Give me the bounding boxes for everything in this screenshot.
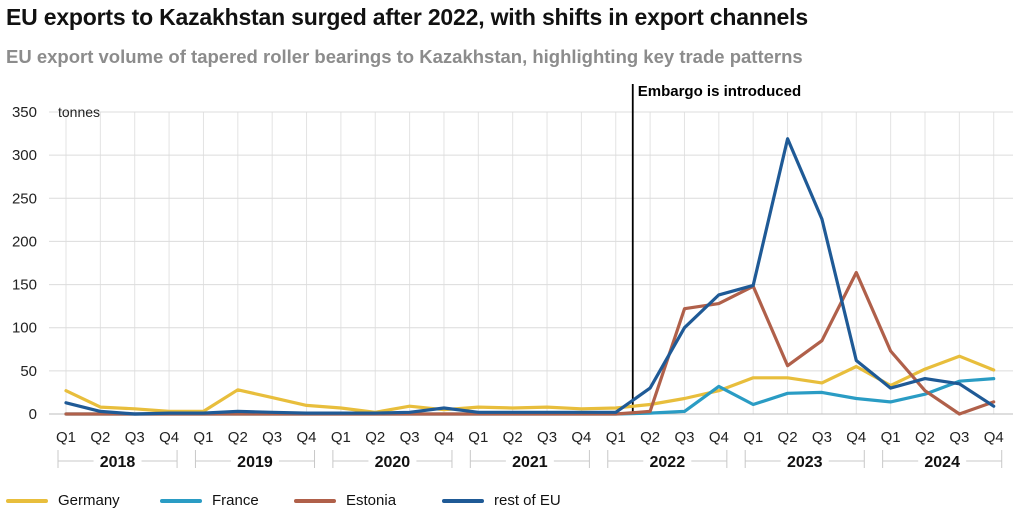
series-line-2 — [64, 270, 996, 416]
y-tick-label: 100 — [12, 320, 37, 337]
y-tick-label: 300 — [12, 147, 37, 164]
legend-label: France — [212, 492, 259, 509]
x-tick-label: Q2 — [503, 429, 523, 446]
x-tick-label: Q2 — [228, 429, 248, 446]
y-unit-label: tonnes — [58, 104, 100, 120]
chart-title: EU exports to Kazakhstan surged after 20… — [6, 4, 808, 30]
year-label: 2019 — [237, 454, 273, 471]
x-tick-label: Q1 — [193, 429, 213, 446]
year-label: 2021 — [512, 454, 548, 471]
x-tick-label: Q4 — [984, 429, 1004, 446]
legend-label: rest of EU — [494, 492, 561, 509]
legend-swatch — [160, 498, 202, 503]
year-label: 2020 — [375, 454, 411, 471]
x-tick-label: Q3 — [674, 429, 694, 446]
legend-label: Estonia — [346, 492, 397, 509]
year-label: 2022 — [650, 454, 686, 471]
x-tick-label: Q1 — [743, 429, 763, 446]
legend-item: Estonia — [294, 492, 396, 509]
legend-swatch — [294, 498, 336, 503]
x-tick-label: Q4 — [297, 429, 317, 446]
x-tick-label: Q2 — [915, 429, 935, 446]
x-tick-label: Q2 — [778, 429, 798, 446]
x-tick-label: Q2 — [90, 429, 110, 446]
series-line-0 — [64, 354, 996, 414]
legend-swatch — [442, 498, 484, 503]
embargo-annotation: Embargo is introduced — [638, 83, 801, 100]
x-tick-label: Q3 — [125, 429, 145, 446]
y-tick-label: 350 — [12, 104, 37, 121]
legend-item: rest of EU — [442, 492, 561, 509]
x-tick-label: Q4 — [709, 429, 729, 446]
x-tick-label: Q4 — [846, 429, 866, 446]
year-label: 2018 — [100, 454, 136, 471]
y-tick-label: 150 — [12, 277, 37, 294]
x-tick-label: Q1 — [331, 429, 351, 446]
legend-swatch — [6, 498, 48, 503]
x-tick-label: Q3 — [949, 429, 969, 446]
legend: Germany France Estonia rest of EU — [0, 492, 1024, 516]
x-tick-label: Q3 — [812, 429, 832, 446]
chart-subtitle: EU export volume of tapered roller beari… — [6, 46, 803, 67]
x-tick-label: Q2 — [365, 429, 385, 446]
year-label: 2024 — [924, 454, 960, 471]
x-tick-label: Q4 — [434, 429, 454, 446]
x-tick-label: Q1 — [56, 429, 76, 446]
y-tick-label: 200 — [12, 233, 37, 250]
legend-item: Germany — [6, 492, 120, 509]
legend-item: France — [160, 492, 259, 509]
y-tick-label: 0 — [29, 406, 37, 423]
x-tick-label: Q4 — [159, 429, 179, 446]
year-label: 2023 — [787, 454, 823, 471]
y-tick-label: 250 — [12, 190, 37, 207]
x-tick-label: Q4 — [571, 429, 591, 446]
x-tick-label: Q3 — [262, 429, 282, 446]
x-tick-label: Q1 — [468, 429, 488, 446]
x-tick-label: Q3 — [400, 429, 420, 446]
y-tick-label: 50 — [20, 363, 37, 380]
legend-label: Germany — [58, 492, 120, 509]
series-line-3 — [64, 137, 996, 416]
x-tick-label: Q1 — [606, 429, 626, 446]
x-tick-label: Q2 — [640, 429, 660, 446]
x-tick-label: Q1 — [881, 429, 901, 446]
x-tick-label: Q3 — [537, 429, 557, 446]
